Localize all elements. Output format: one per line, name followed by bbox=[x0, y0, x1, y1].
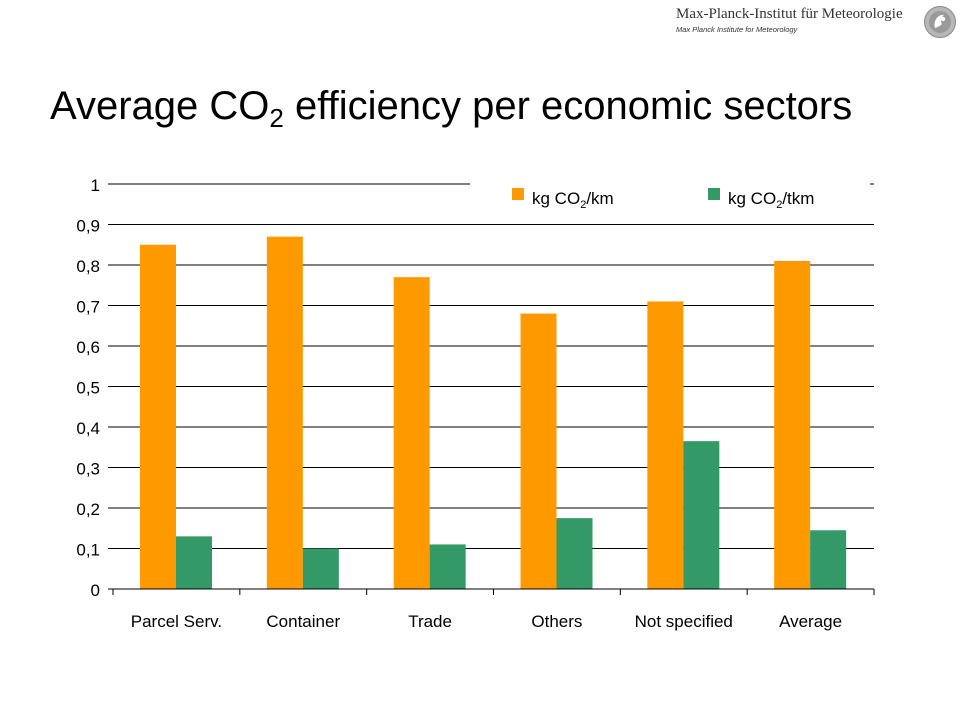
category-label: Others bbox=[531, 612, 582, 631]
page-title: Average CO2 efficiency per economic sect… bbox=[50, 84, 853, 133]
bar-tkm bbox=[810, 530, 847, 589]
legend-swatch bbox=[512, 188, 524, 200]
bar-km bbox=[266, 236, 303, 589]
category-label: Not specified bbox=[635, 612, 733, 631]
bar-km bbox=[647, 301, 684, 589]
bar-tkm bbox=[429, 544, 466, 589]
legend-box bbox=[470, 180, 870, 216]
y-tick-label: 0,8 bbox=[76, 257, 100, 276]
bar-tkm bbox=[683, 441, 720, 589]
institute-name: Max-Planck-Institut für Meteorologie bbox=[676, 6, 903, 22]
bar-tkm bbox=[176, 536, 212, 589]
y-tick-label: 0,3 bbox=[76, 460, 100, 479]
bar-tkm bbox=[302, 548, 339, 589]
category-label: Parcel Serv. bbox=[131, 612, 222, 631]
category-label: Average bbox=[779, 612, 842, 631]
y-tick-label: 0,4 bbox=[76, 419, 100, 438]
legend-label: kg CO2/tkm bbox=[728, 189, 814, 211]
legend-swatch bbox=[708, 188, 720, 200]
y-tick-label: 0,2 bbox=[76, 500, 100, 519]
bar-tkm bbox=[556, 518, 593, 589]
y-tick-label: 0,9 bbox=[76, 217, 100, 236]
minerva-emblem-icon bbox=[924, 6, 956, 38]
y-tick-label: 0,1 bbox=[76, 541, 100, 560]
bar-km bbox=[520, 313, 557, 589]
y-tick-label: 1 bbox=[91, 176, 100, 195]
bar-km bbox=[774, 260, 811, 589]
institute-name-english: Max Planck Institute for Meteorology bbox=[676, 25, 798, 34]
category-label: Trade bbox=[408, 612, 452, 631]
y-tick-label: 0 bbox=[91, 581, 100, 600]
title-subscript: 2 bbox=[269, 103, 284, 133]
institute-logo: Max-Planck-Institut für Meteorologie Max… bbox=[676, 6, 956, 40]
y-tick-label: 0,5 bbox=[76, 379, 100, 398]
category-label: Container bbox=[266, 612, 340, 631]
y-tick-label: 0,7 bbox=[76, 298, 100, 317]
bar-km bbox=[393, 277, 430, 589]
bar-km bbox=[140, 244, 176, 589]
legend-label: kg CO2/km bbox=[532, 189, 614, 211]
y-tick-label: 0,6 bbox=[76, 338, 100, 357]
